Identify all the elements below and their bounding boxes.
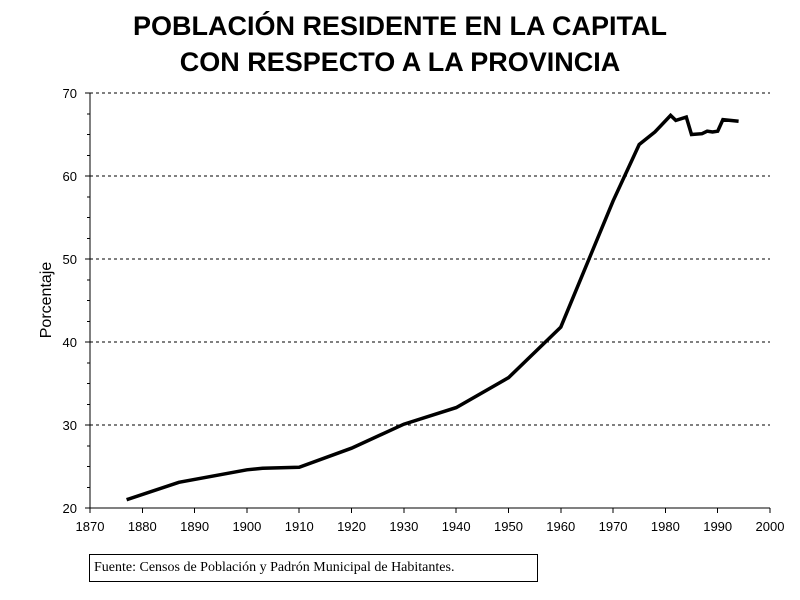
x-tick-label: 1880 [128, 519, 157, 534]
x-tick-label: 1990 [703, 519, 732, 534]
x-tick-label: 1920 [337, 519, 366, 534]
y-tick-label: 50 [63, 252, 77, 267]
x-tick-label: 1900 [232, 519, 261, 534]
series-line [126, 112, 739, 502]
source-note: Fuente: Censos de Población y Padrón Mun… [89, 554, 538, 582]
x-tick-label: 1950 [494, 519, 523, 534]
x-tick-label: 1980 [651, 519, 680, 534]
x-tick-label: 1870 [76, 519, 105, 534]
x-tick-label: 1940 [442, 519, 471, 534]
y-tick-label: 30 [63, 418, 77, 433]
chart-title-line-2: CON RESPECTO A LA PROVINCIA [179, 47, 621, 77]
x-tick-label: 1890 [180, 519, 209, 534]
chart-title-line-1: POBLACIÓN RESIDENTE EN LA CAPITAL [132, 11, 667, 41]
y-tick-label: 20 [63, 501, 77, 516]
x-tick-label: 1930 [389, 519, 418, 534]
x-tick-label: 2000 [756, 519, 785, 534]
y-tick-label: 70 [63, 86, 77, 101]
x-tick-label: 1960 [546, 519, 575, 534]
y-axis-label: Porcentaje [38, 262, 55, 339]
plot-area [90, 93, 770, 508]
grid-lines [90, 92, 770, 426]
x-tick-labels: 1870 1880 1890 1900 1910 1920 1930 1940 1950 1960… [76, 519, 785, 534]
y-tick-label: 40 [63, 335, 77, 350]
y-tick-label: 60 [63, 169, 77, 184]
x-tick-label: 1970 [599, 519, 628, 534]
series [126, 112, 739, 502]
axes [85, 92, 771, 513]
chart-title: POBLACIÓN RESIDENTE EN LA CAPITAL CON RE… [0, 8, 800, 80]
x-tick-label: 1910 [285, 519, 314, 534]
y-tick-labels: 20 30 40 50 60 70 [63, 86, 77, 516]
